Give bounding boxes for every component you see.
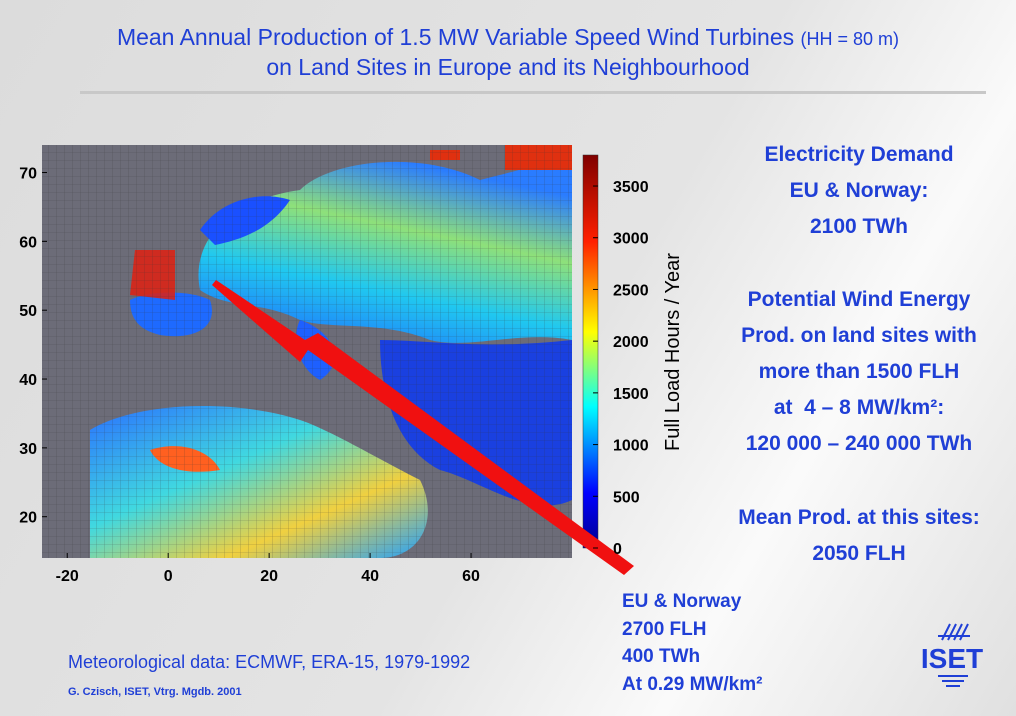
title-note: (HH = 80 m): [800, 29, 900, 49]
potential-block: Potential Wind Energy Prod. on land sites…: [700, 282, 1016, 462]
text-line: EU & Norway:: [789, 179, 929, 202]
text-line: at 4 – 8 MW/km²:: [773, 396, 945, 419]
credit: G. Czisch, ISET, Vtrg. Mgdb. 2001: [68, 686, 242, 698]
text-line: more than 1500 FLH: [758, 360, 960, 383]
colorbar-tick-label: 3500: [613, 179, 649, 196]
arrow: [212, 280, 634, 575]
colorbar-tick-label: 1000: [613, 438, 649, 455]
text-line: 400 TWh: [622, 646, 701, 667]
x-tick-label: -20: [56, 568, 79, 585]
text-line: EU & Norway: [622, 591, 742, 612]
y-tick-label: 40: [19, 372, 37, 389]
demand-block: Electricity Demand EU & Norway: 2100 TWh: [700, 137, 1016, 245]
text-line: Mean Prod. at this sites:: [738, 506, 980, 529]
title-line: on Land Sites in Europe and its Neighbou…: [266, 54, 750, 80]
y-tick-label: 60: [19, 234, 37, 251]
title-rule: [80, 91, 986, 94]
source: Meteorological data: ECMWF, ERA-15, 1979…: [68, 652, 471, 672]
y-tick-label: 30: [19, 441, 37, 458]
colorbar-tick-label: 3000: [613, 231, 649, 248]
y-tick-label: 70: [19, 166, 37, 183]
colorbar: [582, 154, 599, 549]
colorbar-tick-label: 0: [613, 541, 622, 558]
text-line: Potential Wind Energy: [747, 288, 971, 311]
x-tick-label: 40: [361, 568, 379, 585]
colorbar-tick-label: 500: [613, 489, 640, 506]
colorbar-tick-label: 2500: [613, 282, 649, 299]
text-line: Electricity Demand: [764, 143, 954, 166]
colorbar-tick-label: 2000: [613, 334, 649, 351]
x-tick-label: 60: [462, 568, 480, 585]
callout-block: EU & Norway 2700 FLH 400 TWh At 0.29 MW/km²: [622, 588, 822, 698]
colorbar-label: Full Load Hours / Year: [662, 253, 684, 451]
text-line: At 0.29 MW/km²: [622, 673, 763, 695]
text-line: 2100 TWh: [809, 215, 909, 238]
text-line: 120 000 – 240 000 TWh: [745, 432, 973, 455]
text-line: 2700 FLH: [622, 618, 707, 640]
x-tick-label: 20: [260, 568, 278, 585]
text-line: Prod. on land sites with: [741, 324, 977, 347]
text-line: 2050 FLH: [812, 542, 906, 565]
colorbar-tick-label: 1500: [613, 386, 649, 403]
title: Mean Annual Production of 1.5 MW Variabl…: [0, 24, 1016, 51]
y-tick-label: 20: [19, 510, 37, 527]
map-figure: -20 0 20 40 60 20 30 40 50 60 70 0 500 1000 1500 2000 25…: [19, 145, 684, 585]
title-line: Mean Annual Production of 1.5 MW Variabl…: [116, 24, 795, 50]
logo-text: ISET: [921, 643, 983, 674]
mean-block: Mean Prod. at this sites: 2050 FLH: [700, 500, 1016, 572]
y-tick-label: 50: [19, 303, 37, 320]
x-tick-label: 0: [164, 568, 173, 585]
logo: ISET: [921, 623, 983, 687]
